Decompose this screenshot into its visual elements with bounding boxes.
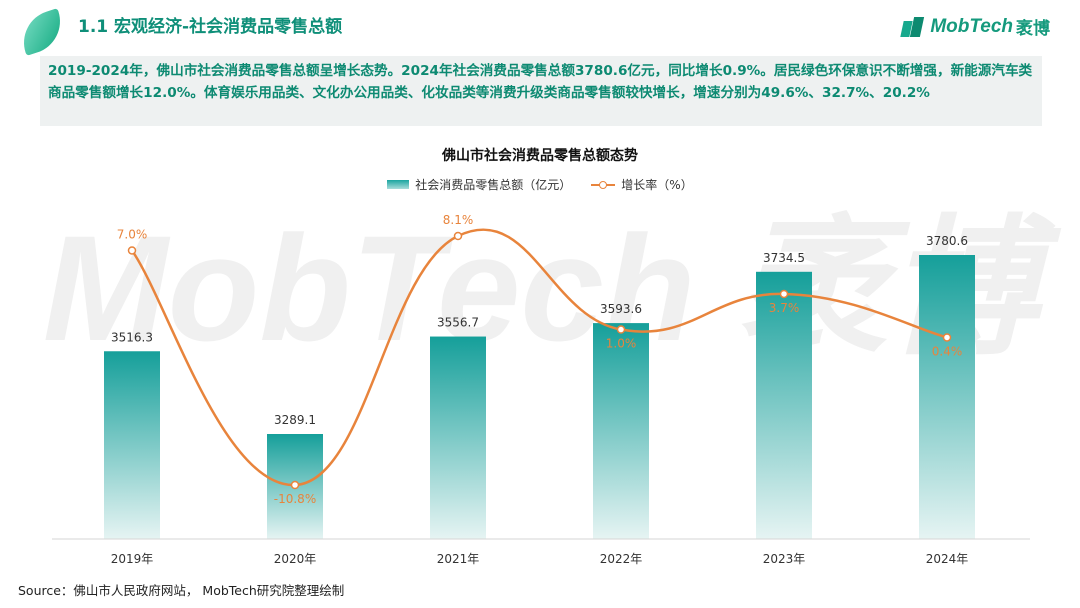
x-tick-label: 2024年 [926,552,969,566]
growth-rate-point [127,246,137,255]
x-tick-label: 2021年 [437,552,480,566]
header: 1.1 宏观经济-社会消费品零售总额 MobTech 袤博 [0,0,1080,56]
bar-value-label: 3780.6 [926,234,968,248]
bar-2021年 [430,336,486,539]
growth-rate-label: 3.7% [769,301,800,315]
bar-value-labels: 3516.3 3289.1 3556.7 3593.6 3734.5 3780.6 [111,234,968,427]
x-tick-label: 2022年 [600,552,643,566]
legend-item-bar: 社会消费品零售总额（亿元） [387,176,571,193]
watermark: MobTech 袤博 [43,204,1062,372]
x-axis-labels: 2019年 2020年 2021年 2022年 2023年 2024年 [111,552,969,566]
growth-rate-points [127,231,952,490]
bar-2024年 [919,255,975,539]
bar-2022年 [593,323,649,539]
brand-logo: MobTech 袤博 [900,14,1050,39]
x-tick-label: 2020年 [274,552,317,566]
growth-rate-label: 8.1% [443,213,474,227]
x-tick-label: 2023年 [763,552,806,566]
chart-legend: 社会消费品零售总额（亿元） 增长率（%） [0,176,1080,193]
growth-rate-point [290,480,300,490]
growth-rate-point [779,289,789,299]
growth-rate-label: 1.0% [606,337,637,351]
bar-value-label: 3556.7 [437,316,479,330]
growth-rate-label: 0.4% [932,344,963,358]
bar-value-label: 3734.5 [763,251,805,265]
page-title: 1.1 宏观经济-社会消费品零售总额 [78,17,343,37]
brand-cn: 袤博 [1016,19,1050,39]
chart-title: 佛山市社会消费品零售总额态势 [442,148,638,164]
brand-name: MobTech [930,15,1013,37]
growth-rate-labels: 7.0% -10.8% 8.1% 1.0% 3.7% 0.4% [117,213,963,506]
bar-value-label: 3516.3 [111,330,153,344]
growth-rate-point [453,231,463,241]
bar-series [104,255,975,539]
x-tick-label: 2019年 [111,552,154,566]
growth-rate-label: -10.8% [274,492,316,506]
bar-2023年 [756,271,812,539]
combo-chart: MobTech 袤博 2019年 2020年 2021年 2022年 2023年 2024… [43,204,1062,566]
source-note: Source：佛山市人民政府网站， MobTech研究院整理绘制 [18,583,345,598]
growth-rate-label: 7.0% [117,227,148,241]
legend-line-label: 增长率（%） [621,178,693,192]
summary-text: 2019-2024年，佛山市社会消费品零售总额呈增长态势。2024年社会消费品零… [48,63,1033,101]
growth-rate-point [942,333,952,342]
legend-item-line: 增长率（%） [591,176,693,193]
legend-line-swatch [591,180,616,190]
bar-value-label: 3289.1 [274,413,316,427]
legend-bar-swatch [387,180,410,189]
brand-mark-icon [900,16,925,37]
legend-bar-label: 社会消费品零售总额（亿元） [415,178,572,192]
bar-2019年 [104,351,160,539]
leaf-logo-icon [15,8,69,56]
summary-box: 2019-2024年，佛山市社会消费品零售总额呈增长态势。2024年社会消费品零… [40,56,1042,126]
growth-rate-point [616,325,626,334]
bar-value-label: 3593.6 [600,302,642,316]
